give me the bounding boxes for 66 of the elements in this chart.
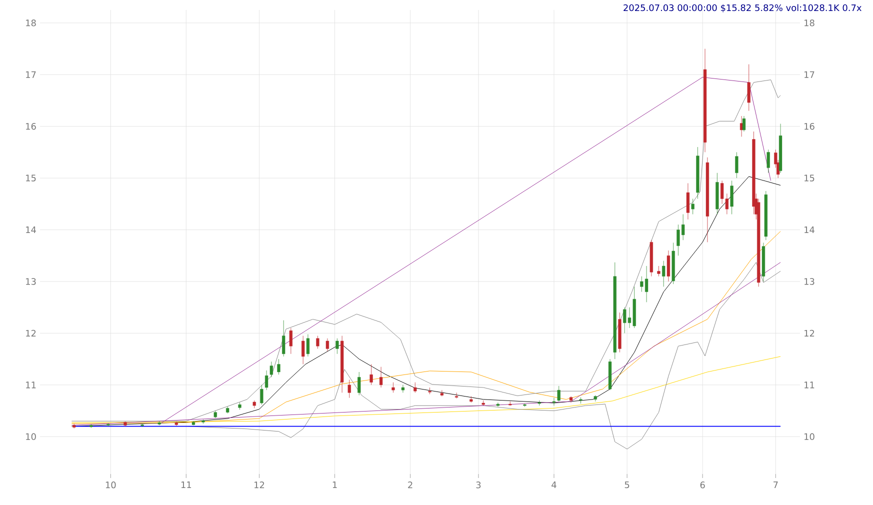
candlestick	[428, 387, 432, 394]
y2-tick-label: 11	[804, 382, 814, 388]
y-tick-label: 15	[26, 174, 36, 182]
candlestick	[264, 370, 268, 390]
y-tick-label: 14	[26, 226, 36, 234]
line-series	[71, 80, 781, 422]
candlestick	[289, 328, 292, 354]
y2-tick-label: 15	[804, 174, 814, 182]
candlestick	[302, 336, 305, 364]
candlestick	[392, 382, 395, 393]
y2-tick-label: 10	[804, 433, 814, 440]
y-tick-label: 12	[26, 330, 36, 337]
x-tick-label: 5	[624, 482, 630, 488]
candlestick	[662, 260, 666, 287]
candlestick	[316, 336, 320, 349]
x-tick-label: 12	[254, 482, 264, 488]
candlestick	[260, 384, 264, 405]
y-tick-label: 11	[26, 382, 36, 388]
candlestick	[414, 382, 417, 393]
candlestick	[226, 406, 230, 414]
candlestick	[552, 398, 556, 406]
x-tick-label: 3	[476, 482, 481, 488]
candlestick	[282, 320, 286, 357]
line-series	[71, 231, 781, 424]
y2-tick-label: 12	[804, 330, 814, 337]
x-tick-label: 11	[181, 482, 192, 488]
candlestick	[742, 116, 746, 132]
y2-tick-label: 14	[804, 226, 814, 234]
candlestick	[277, 358, 280, 375]
y-tick-label: 18	[26, 20, 36, 26]
y2-tick-label: 13	[804, 278, 814, 285]
x-tick-label: 10	[106, 482, 116, 488]
y-tick-label: 17	[26, 71, 36, 78]
x-tick-label: 6	[700, 482, 705, 488]
x-tick-label: 2	[408, 482, 412, 488]
y2-tick-label: 16	[804, 122, 814, 130]
line-series	[71, 356, 781, 423]
candlestick	[686, 183, 690, 220]
candlestick	[730, 180, 734, 214]
candlestick	[657, 266, 660, 277]
candlestick	[766, 149, 770, 174]
x-tick-label: 4	[552, 482, 556, 488]
candlestick	[306, 334, 310, 357]
y2-tick-label: 17	[804, 71, 814, 78]
candlestick	[379, 366, 383, 388]
candlestick	[401, 384, 405, 393]
candlestick	[454, 392, 458, 399]
candlestick	[370, 364, 373, 386]
candlestick	[358, 372, 361, 396]
x-tick-label: 7	[774, 482, 778, 488]
candlestick	[691, 198, 694, 214]
candlestick	[270, 361, 273, 378]
chart-title: 2025.07.03 00:00:00 $15.82 5.82% vol:1028.1K 0.7x	[624, 4, 862, 12]
candlestick	[336, 338, 339, 354]
y-tick-label: 13	[26, 278, 36, 285]
candlestick	[440, 390, 444, 396]
y-tick-label: 16	[26, 122, 36, 130]
candlestick	[666, 250, 670, 282]
candlestick	[348, 380, 351, 398]
y2-tick-label: 18	[804, 20, 814, 26]
candlestick	[747, 64, 750, 112]
candlestick	[735, 152, 738, 178]
x-tick-label: 1	[332, 482, 337, 488]
y-tick-label: 10	[26, 433, 36, 440]
candlestick	[326, 338, 329, 352]
candlestick	[557, 386, 560, 402]
